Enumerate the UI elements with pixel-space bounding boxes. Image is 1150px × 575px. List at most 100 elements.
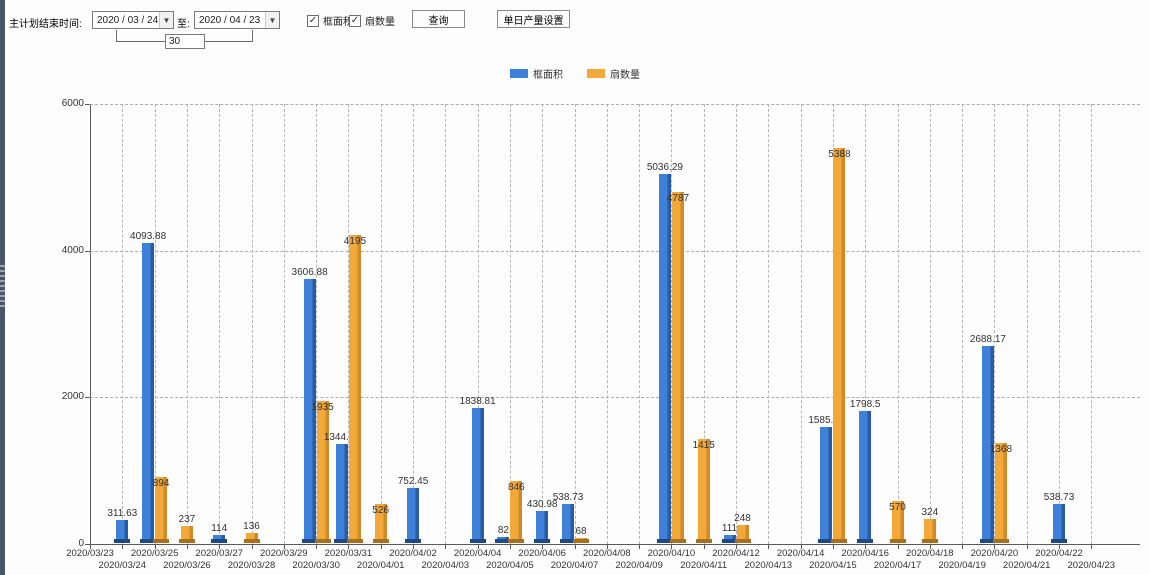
bar-value-label: 68 [575, 526, 587, 538]
fan-count-bar[interactable]: 4787 [667, 191, 689, 543]
frame-area-bar[interactable]: 311.63 [107, 508, 137, 543]
frame-area-bar[interactable]: 4093.88 [130, 231, 166, 543]
v-gridline [445, 104, 447, 544]
day-span-input[interactable]: 30 [165, 34, 205, 49]
bar-base-shadow [857, 539, 874, 543]
fan-count-bar[interactable]: 5388 [828, 147, 851, 543]
date-from-picker[interactable]: 2020 / 03 / 24 ▼ [92, 11, 174, 29]
fan-count-bar[interactable]: 324 [921, 507, 938, 543]
query-button[interactable]: 查询 [412, 10, 465, 28]
daily-output-settings-button[interactable]: 单日产量设置 [497, 10, 570, 28]
x-axis-date-label: 2020/03/23 [66, 548, 114, 559]
frame-area-bar[interactable]: 114 [211, 523, 228, 543]
bar-value-label: 1585.96 [808, 414, 845, 426]
frame-area-bar[interactable]: 2688.17 [970, 334, 1006, 543]
frame-area-bar[interactable]: 3606.88 [292, 267, 328, 543]
x-axis-date-label: 2020/04/19 [938, 560, 986, 571]
fan-count-bar[interactable]: 1935 [311, 401, 334, 543]
fan-count-bar[interactable]: 526 [372, 504, 389, 543]
v-gridline [800, 104, 802, 544]
dock-grip-handle[interactable] [0, 263, 5, 307]
bar-base-shadow [405, 539, 421, 543]
x-axis-date-label: 2020/04/01 [356, 560, 405, 571]
x-tick [671, 545, 673, 549]
x-axis-date-label: 2020/04/21 [1002, 560, 1051, 571]
fan-count-bar[interactable]: 136 [243, 521, 260, 543]
bar-value-label: 5036.29 [646, 161, 683, 173]
x-tick [283, 545, 285, 549]
bar-base-shadow [721, 539, 738, 543]
bar-base-shadow [669, 539, 686, 543]
fan-count-bar[interactable]: 846 [508, 480, 525, 543]
bar-value-label: 237 [178, 513, 196, 525]
date-to-picker[interactable]: 2020 / 04 / 23 ▼ [194, 11, 280, 29]
bar-value-label: 114 [211, 522, 228, 534]
frame-area-bar[interactable]: 1838.81 [460, 396, 496, 543]
x-tick [929, 545, 931, 549]
x-tick [186, 545, 188, 549]
x-tick [542, 545, 544, 549]
toolbar: 主计划结束时间: 2020 / 03 / 24 ▼ 至: 2020 / 04 /… [0, 0, 1150, 58]
chevron-down-icon[interactable]: ▼ [159, 12, 173, 28]
frame-area-bar[interactable]: 1344.95 [324, 432, 360, 543]
v-gridline [413, 104, 414, 544]
frame-area-checkbox[interactable]: ✓ 框面积 [307, 13, 353, 28]
bar-value-label: 248 [734, 512, 751, 524]
fan-count-bar[interactable]: 248 [734, 513, 751, 543]
end-time-label: 主计划结束时间: [9, 19, 82, 30]
bar-value-label: 538.73 [552, 491, 584, 503]
fan-count-bar[interactable]: 1415 [693, 439, 715, 543]
bar-value-label: 4093.88 [130, 230, 167, 242]
frame-area-bar[interactable]: 1585.96 [808, 415, 844, 543]
frame-area-bar[interactable]: 430.98 [527, 499, 557, 543]
x-axis-date-label: 2020/03/24 [98, 560, 147, 571]
x-axis-date-label: 2020/04/12 [712, 548, 760, 559]
h-gridline [90, 104, 1140, 105]
legend-item-frame-area[interactable]: 框面积 [510, 66, 563, 81]
x-tick [1059, 545, 1060, 549]
frame-area-bar[interactable]: 5036.29 [647, 162, 683, 543]
frame-area-bar[interactable]: 538.73 [553, 492, 583, 543]
bar-value-label: 311.63 [107, 508, 138, 520]
fan-count-bar[interactable]: 570 [889, 501, 906, 543]
frame-area-swatch [510, 69, 528, 78]
v-gridline [639, 104, 641, 544]
x-tick [316, 545, 318, 549]
frame-area-bar[interactable]: 111 [721, 523, 738, 543]
x-axis-date-label: 2020/04/08 [583, 548, 631, 559]
chevron-down-icon[interactable]: ▼ [265, 12, 279, 28]
fan-count-checkbox[interactable]: ✓ 扇数量 [349, 13, 395, 28]
frame-area-checkbox-label: 框面积 [323, 17, 353, 28]
frame-area-bar[interactable]: 538.73 [1044, 492, 1074, 543]
x-axis-line [90, 544, 1140, 545]
bar-base-shadow [979, 539, 996, 543]
legend-item-fan-count[interactable]: 扇数量 [587, 66, 640, 81]
frame-area-bar[interactable]: 1798.5 [850, 399, 880, 543]
bar-base-shadow [508, 539, 525, 543]
v-gridline [865, 104, 867, 544]
bar-base-shadow [346, 539, 363, 543]
bar-base-shadow [314, 539, 331, 543]
v-gridline [1059, 104, 1060, 544]
frame-area-bar[interactable]: 82 [495, 525, 512, 543]
fan-count-bar[interactable]: 894 [153, 477, 169, 543]
y-tick [85, 397, 90, 399]
x-tick [574, 545, 576, 549]
fan-count-bar[interactable]: 1368 [990, 442, 1012, 543]
fan-count-bar[interactable]: 4195 [344, 235, 366, 543]
frame-area-bar[interactable]: 752.45 [398, 476, 428, 543]
x-tick [865, 545, 867, 549]
bar-value-label: 111 [721, 522, 738, 534]
date-to-value: 2020 / 04 / 23 [199, 14, 261, 26]
y-axis-label: 4000 [61, 244, 84, 256]
x-axis-date-label: 2020/04/16 [841, 548, 889, 559]
x-tick [509, 545, 511, 549]
fan-count-bar[interactable]: 68 [573, 526, 589, 543]
bar-base-shadow [560, 539, 576, 543]
bar-base-shadow [1051, 539, 1067, 543]
bar-base-shadow [831, 539, 848, 543]
bar-base-shadow [656, 539, 673, 543]
v-gridline [542, 104, 544, 544]
fan-count-bar[interactable]: 237 [179, 514, 195, 543]
x-tick [348, 545, 350, 549]
